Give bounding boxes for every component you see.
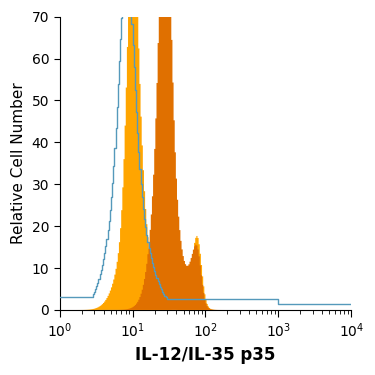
Y-axis label: Relative Cell Number: Relative Cell Number [11, 82, 26, 244]
X-axis label: IL-12/IL-35 p35: IL-12/IL-35 p35 [135, 346, 276, 364]
